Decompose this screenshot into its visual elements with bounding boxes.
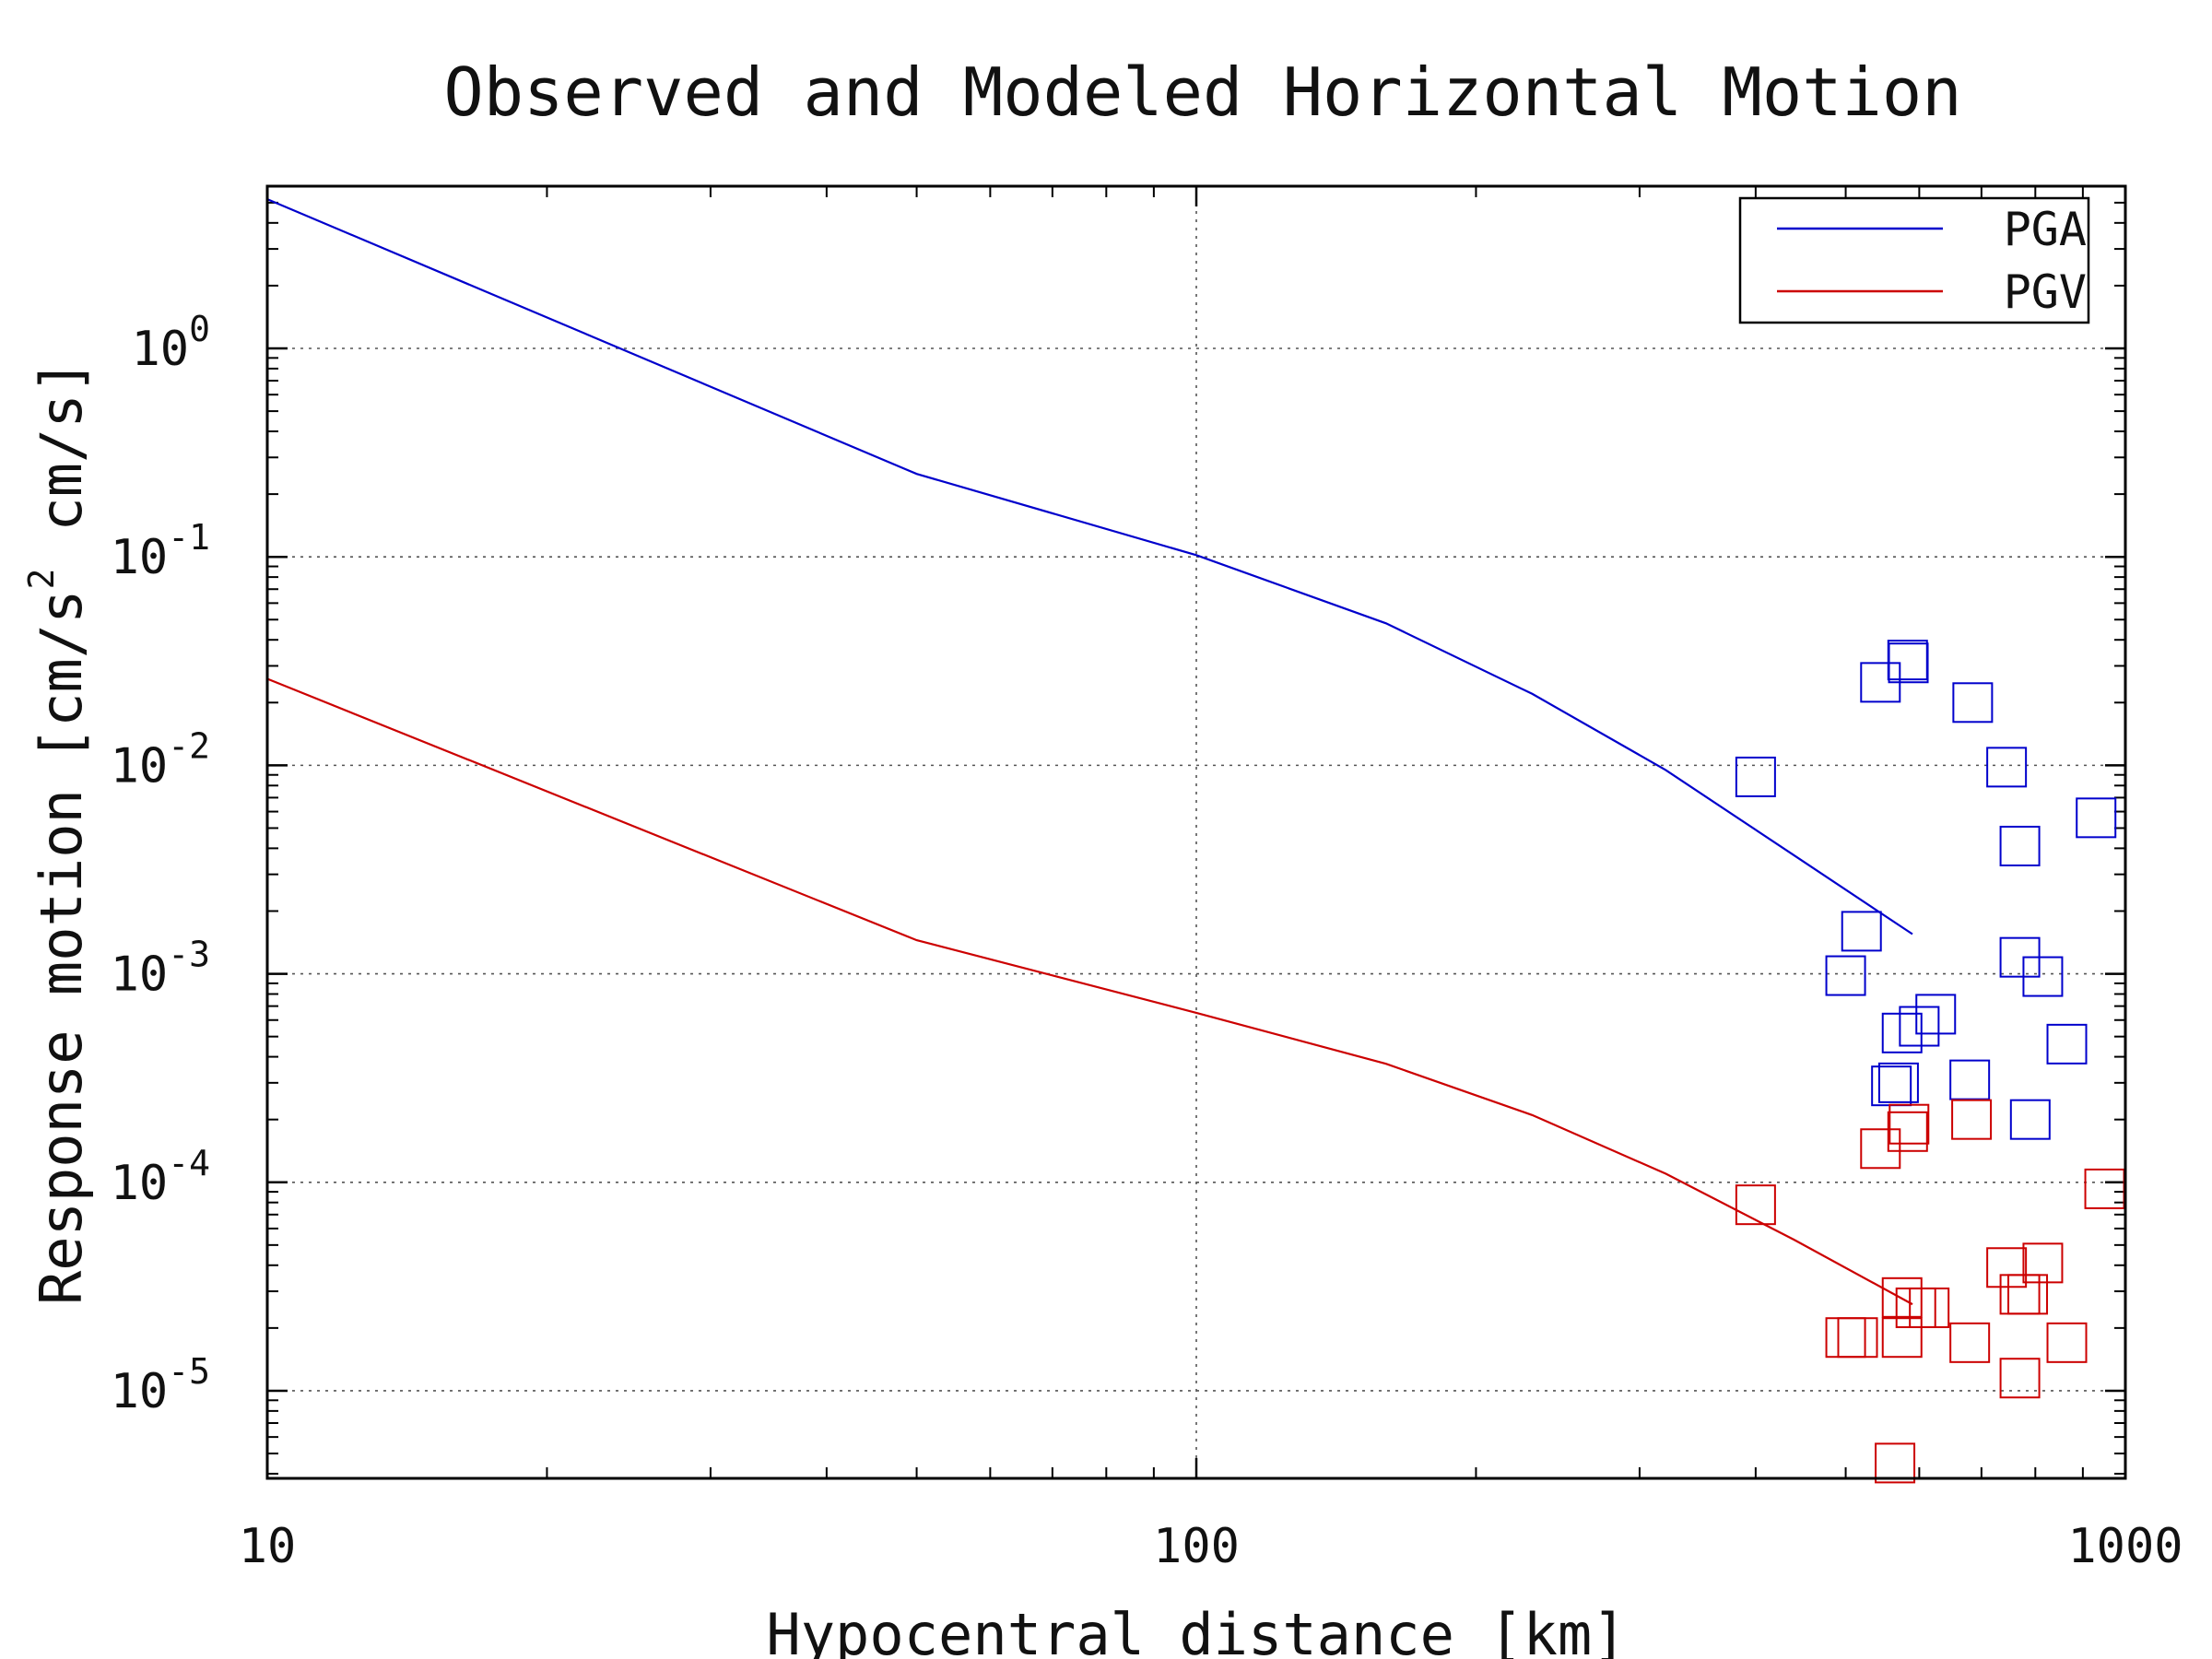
y-tick-label: 10-4 xyxy=(111,1143,210,1211)
y-axis-label-units-suffix: cm/s] xyxy=(28,359,95,532)
observed-point-pgv xyxy=(1860,1128,1901,1170)
observed-point-pgv xyxy=(2046,1322,2088,1363)
y-tick-label-base: 10 xyxy=(111,1156,169,1211)
legend-box xyxy=(1738,196,2090,324)
observed-point-pga xyxy=(2009,1099,2051,1140)
y-axis-label: Response motion [cm/s2 cm/s] xyxy=(21,359,95,1305)
legend: PGA PGV xyxy=(1738,196,2090,324)
observed-point-pga xyxy=(1888,642,1929,684)
observed-point-pga xyxy=(1899,1006,1940,1047)
observed-markers xyxy=(1735,640,2125,1484)
observed-point-pgv xyxy=(1735,1184,1776,1226)
y-tick-label-exponent: -1 xyxy=(168,517,210,558)
observed-point-pga xyxy=(2046,1023,2088,1065)
axis-ticks xyxy=(265,186,2127,1478)
y-tick-label: 10-3 xyxy=(111,935,210,1003)
y-tick-label-base: 10 xyxy=(111,947,169,1003)
observed-point-pga xyxy=(1735,756,1776,797)
observed-point-pgv xyxy=(1837,1317,1878,1359)
y-tick-label: 10-1 xyxy=(111,517,210,585)
legend-label-pgv: PGV xyxy=(2004,265,2087,319)
chart-title: Observed and Modeled Horizontal Motion xyxy=(443,53,1961,131)
observed-point-pgv xyxy=(1881,1277,1923,1318)
observed-point-pga xyxy=(1949,1059,1991,1100)
model-lines xyxy=(266,198,1913,1306)
x-tick-label: 1000 xyxy=(2067,1519,2183,1574)
observed-point-pga xyxy=(1915,994,1957,1035)
y-tick-label: 10-5 xyxy=(111,1351,210,1419)
observed-point-pga xyxy=(1952,682,1994,724)
observed-point-pgv xyxy=(1951,1099,1993,1140)
observed-point-pgv xyxy=(1888,1103,1930,1145)
y-tick-label-exponent: -4 xyxy=(168,1143,210,1183)
y-axis-label-main: Response motion xyxy=(28,789,95,1305)
observed-point-pgv xyxy=(1909,1287,1950,1328)
observed-point-pga xyxy=(2076,797,2117,839)
observed-point-pgv xyxy=(1887,1111,1928,1152)
y-tick-label: 100 xyxy=(131,309,210,377)
y-tick-label-exponent: -2 xyxy=(168,725,210,766)
observed-point-pgv xyxy=(1999,1358,2041,1399)
y-tick-label-base: 10 xyxy=(111,738,169,794)
observed-point-pga xyxy=(2022,956,2064,997)
observed-point-pga xyxy=(1877,1062,1919,1103)
legend-label-pga: PGA xyxy=(2004,203,2087,256)
y-tick-label-exponent: -3 xyxy=(168,935,210,975)
model-line-pgv xyxy=(266,677,1913,1306)
gridlines xyxy=(267,186,2125,1478)
y-tick-label-base: 10 xyxy=(131,322,189,377)
x-tick-labels: 10 100 1000 xyxy=(239,1519,2183,1574)
x-tick-label: 10 xyxy=(239,1519,297,1574)
model-line-pga xyxy=(266,198,1913,935)
y-tick-label-exponent: 0 xyxy=(189,309,210,349)
x-tick-label: 100 xyxy=(1153,1519,1240,1574)
observed-point-pga xyxy=(1986,747,2028,788)
y-axis-label-units-exp: 2 xyxy=(21,569,62,590)
observed-point-pga xyxy=(1841,911,1882,952)
observed-point-pgv xyxy=(2022,1242,2064,1284)
observed-point-pgv xyxy=(1986,1247,2028,1288)
observed-point-pgv xyxy=(2007,1274,2049,1315)
x-axis-label: Hypocentral distance [km] xyxy=(766,1601,1626,1659)
y-tick-label-base: 10 xyxy=(111,1364,169,1419)
observed-point-pga xyxy=(1825,955,1866,996)
y-tick-label: 10-2 xyxy=(111,725,210,794)
y-axis-label-units-prefix: [cm/s xyxy=(28,589,95,761)
y-tick-label-exponent: -5 xyxy=(168,1351,210,1392)
observed-point-pgv xyxy=(1875,1442,1916,1484)
observed-point-pga xyxy=(1999,825,2041,866)
y-tick-label-base: 10 xyxy=(111,530,169,585)
observed-point-pgv xyxy=(1881,1317,1923,1359)
observed-point-pgv xyxy=(1949,1322,1991,1363)
plot-frame xyxy=(265,184,2127,1480)
